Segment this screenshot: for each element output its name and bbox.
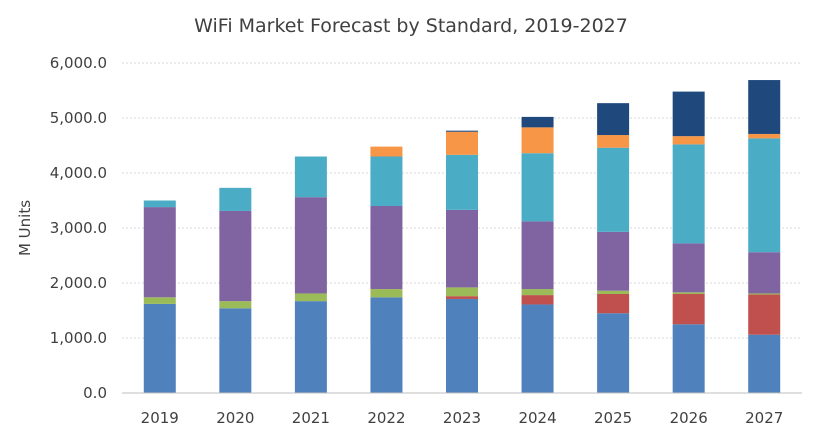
bar-segment-2025-1	[597, 294, 630, 314]
bar-segment-2021-0	[294, 301, 327, 393]
bars	[143, 80, 781, 393]
bar-segment-2021-4	[294, 156, 327, 198]
bar-segment-2027-2	[748, 293, 781, 295]
bar-segment-2026-6	[672, 91, 705, 137]
bar-segment-2022-0	[370, 297, 403, 393]
bar-segment-2023-0	[446, 298, 478, 393]
bar-segment-2026-3	[672, 243, 705, 293]
bar-segment-2025-3	[597, 231, 630, 291]
bar-segment-2022-5	[370, 146, 403, 157]
bar-segment-2020-0	[219, 308, 252, 393]
x-tick-label: 2026	[670, 409, 708, 427]
bar-segment-2019-3	[143, 207, 176, 298]
x-tick-label: 2021	[292, 409, 330, 427]
bar-segment-2027-3	[748, 252, 781, 294]
bar-segment-2025-0	[597, 313, 630, 393]
x-tick-label: 2025	[594, 409, 632, 427]
bar-segment-2023-4	[446, 154, 478, 210]
x-tick-label: 2020	[216, 409, 254, 427]
bar-segment-2023-5	[446, 131, 478, 155]
bar-segment-2026-2	[672, 292, 705, 294]
bar-segment-2026-0	[672, 324, 705, 393]
chart-title: WiFi Market Forecast by Standard, 2019-2…	[194, 15, 628, 37]
bar-segment-2022-2	[370, 289, 403, 298]
bar-segment-2026-4	[672, 144, 705, 244]
bar-segment-2025-2	[597, 290, 630, 294]
y-tick-label: 1,000.0	[50, 329, 107, 347]
y-tick-label: 0.0	[83, 384, 107, 402]
bar-segment-2019-4	[143, 200, 176, 208]
bar-segment-2023-6	[446, 130, 478, 132]
bar-segment-2024-4	[521, 153, 554, 222]
axes: 0.0 1,000.0 2,000.0 3,000.0 4,000.0 5,000.0 6,…	[50, 54, 802, 427]
y-tick-label: 6,000.0	[50, 54, 107, 72]
x-tick-label: 2023	[443, 409, 481, 427]
bar-segment-2023-3	[446, 209, 478, 288]
bar-segment-2024-3	[521, 221, 554, 290]
y-tick-label: 5,000.0	[50, 109, 107, 127]
y-tick-label: 2,000.0	[50, 274, 107, 292]
bar-segment-2023-2	[446, 287, 478, 297]
bar-segment-2027-0	[748, 334, 781, 393]
bar-segment-2022-3	[370, 206, 403, 290]
bar-segment-2024-5	[521, 127, 554, 154]
bar-segment-2024-6	[521, 116, 554, 128]
bar-segment-2027-1	[748, 294, 781, 335]
bar-segment-2026-5	[672, 136, 705, 145]
bar-segment-2027-6	[748, 80, 781, 134]
bar-segment-2024-1	[521, 295, 554, 305]
bar-segment-2024-0	[521, 304, 554, 393]
x-tick-label: 2024	[518, 409, 556, 427]
bar-segment-2024-2	[521, 289, 554, 296]
y-tick-label: 4,000.0	[50, 164, 107, 182]
bar-segment-2020-2	[219, 301, 252, 309]
bar-segment-2026-1	[672, 294, 705, 325]
bar-segment-2022-4	[370, 156, 403, 206]
bar-segment-2025-5	[597, 135, 630, 148]
bar-segment-2027-4	[748, 138, 781, 253]
bar-segment-2025-4	[597, 147, 630, 232]
bar-segment-2019-0	[143, 303, 176, 393]
x-tick-label: 2019	[141, 409, 179, 427]
bar-segment-2020-3	[219, 210, 252, 302]
bar-segment-2027-5	[748, 133, 781, 139]
y-axis-title: M Units	[16, 200, 34, 256]
bar-segment-2021-2	[294, 293, 327, 302]
y-tick-label: 3,000.0	[50, 219, 107, 237]
bar-segment-2023-1	[446, 296, 478, 299]
bar-segment-2019-2	[143, 297, 176, 304]
x-tick-label: 2027	[745, 409, 783, 427]
x-tick-label: 2022	[367, 409, 405, 427]
bar-segment-2025-6	[597, 103, 630, 136]
bar-segment-2021-3	[294, 197, 327, 294]
bar-segment-2020-4	[219, 187, 252, 211]
